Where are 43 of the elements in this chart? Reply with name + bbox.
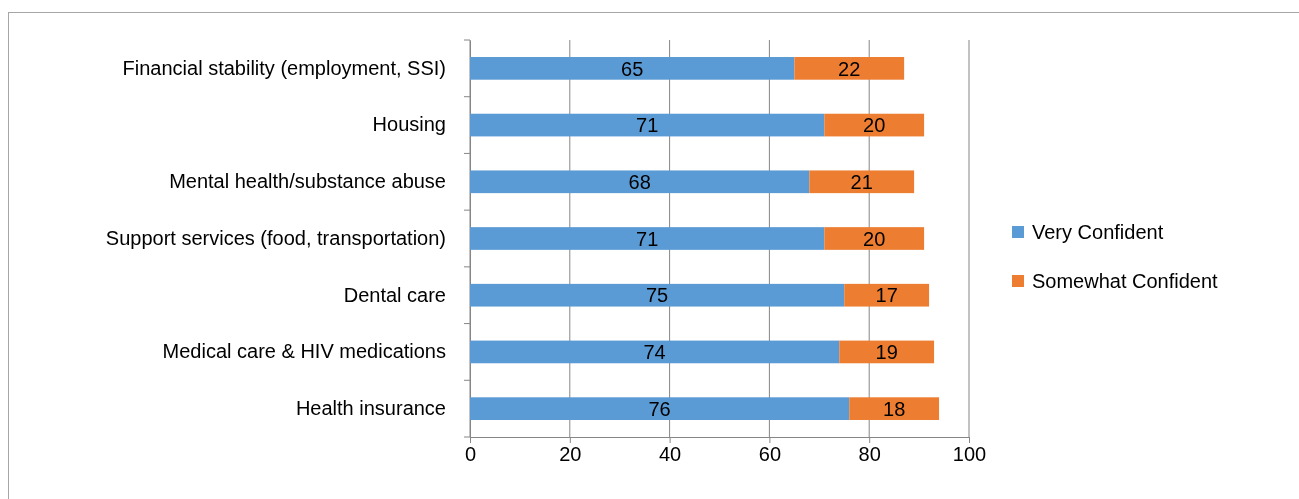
y-tick-label: Support services (food, transportation)	[105, 226, 446, 249]
data-label: 18	[883, 397, 906, 420]
bar	[844, 283, 930, 307]
x-tick-label: 80	[858, 443, 881, 466]
bar	[809, 170, 915, 194]
bar	[824, 113, 925, 137]
bar	[794, 57, 905, 80]
y-tick-label: Mental health/substance abuse	[169, 170, 446, 193]
data-label: 19	[875, 341, 898, 364]
bar	[470, 283, 845, 307]
bar	[824, 227, 925, 250]
bar	[849, 397, 940, 420]
data-label: 20	[863, 114, 886, 137]
y-tick-label: Dental care	[343, 283, 446, 306]
data-label: 75	[646, 284, 669, 307]
y-tick-label: Medical care & HIV medications	[162, 340, 446, 363]
bar	[470, 170, 810, 194]
data-label: 21	[850, 170, 873, 193]
x-tick-label: 0	[464, 443, 477, 466]
data-label: 65	[621, 57, 644, 80]
x-tick-label: 100	[952, 443, 987, 466]
x-tick-label: 40	[658, 443, 682, 466]
y-tick-label: Health insurance	[295, 397, 446, 420]
data-label: 68	[628, 170, 651, 193]
bar	[470, 227, 825, 250]
bar	[470, 57, 795, 80]
x-tick-label: 60	[758, 443, 782, 466]
data-label: 71	[636, 227, 659, 250]
bar	[839, 340, 935, 364]
data-label: 20	[863, 227, 886, 250]
legend-label: Somewhat Confident	[1032, 270, 1219, 293]
bar	[470, 340, 840, 364]
y-tick-label: Housing	[372, 113, 446, 136]
data-label: 17	[875, 284, 898, 307]
bar	[470, 113, 825, 137]
x-tick-label: 20	[559, 443, 582, 466]
bar	[470, 397, 850, 420]
data-label: 22	[838, 57, 861, 80]
data-label: 71	[636, 114, 659, 137]
y-tick-label: Financial stability (employment, SSI)	[122, 56, 446, 79]
legend-label: Very Confident	[1032, 221, 1164, 244]
data-label: 74	[643, 341, 666, 364]
data-label: 76	[648, 397, 671, 420]
